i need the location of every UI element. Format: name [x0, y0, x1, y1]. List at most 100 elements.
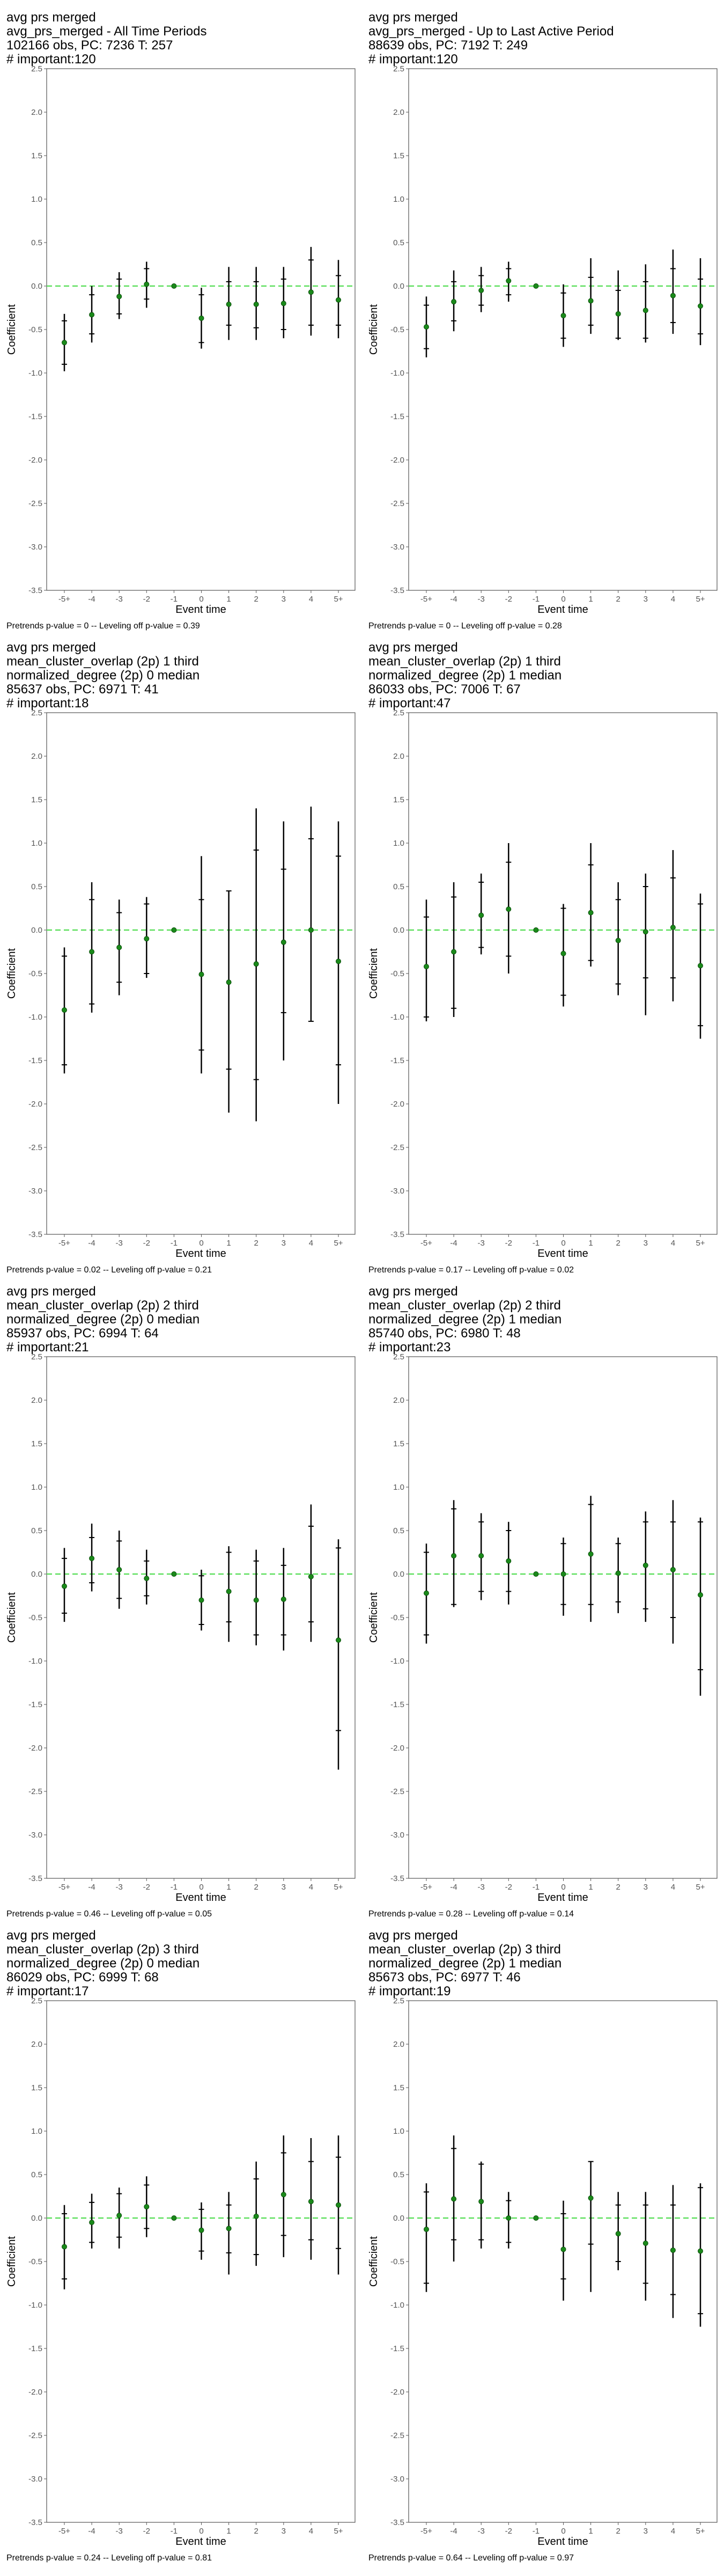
data-point — [144, 1576, 150, 1582]
x-tick-label: -5+ — [420, 595, 432, 604]
data-point — [588, 2195, 594, 2201]
x-tick-label: 4 — [671, 2527, 675, 2536]
chart-title-line: avg prs merged — [368, 1928, 458, 1943]
data-point — [642, 1562, 648, 1568]
data-point — [171, 1571, 177, 1577]
chart-panel: avg prs merged avg_prs_merged - All Time … — [0, 0, 362, 644]
data-point — [336, 1637, 341, 1643]
x-tick-label: 4 — [671, 595, 675, 604]
x-tick-label: 0 — [199, 595, 203, 604]
p-value-note: Pretrends p-value = 0.17 -- Leveling off… — [368, 1265, 574, 1275]
data-point — [171, 2215, 177, 2221]
x-axis-label: Event time — [175, 2536, 226, 2548]
y-tick-label: 0.5 — [31, 1526, 42, 1535]
x-tick-label: -3 — [116, 1883, 123, 1892]
chart-title-line: normalized_degree (2p) 0 median — [6, 668, 200, 683]
x-tick-label: 0 — [561, 595, 565, 604]
data-point — [506, 1558, 512, 1564]
data-point — [615, 2231, 621, 2237]
y-axis-label: Coefficient — [6, 1592, 18, 1643]
y-tick-label: -1.0 — [28, 2301, 42, 2310]
chart-plot: 2.5 2.0 1.5 1.0 0.5 0.0 -0.5 -1.0 -1.5 -2.0 -2.5 -3… — [368, 64, 718, 616]
y-tick-label: -2.0 — [390, 1744, 404, 1753]
data-point — [670, 925, 676, 931]
x-tick-label: 3 — [282, 595, 286, 604]
x-tick-label: -3 — [116, 595, 123, 604]
y-tick-label: 2.0 — [31, 752, 42, 761]
y-tick-label: 0.0 — [393, 282, 404, 291]
y-tick-label: 0.5 — [31, 882, 42, 891]
data-point — [615, 1570, 621, 1576]
y-tick-label: -3.5 — [28, 1874, 42, 1883]
y-tick-label: 0.5 — [31, 238, 42, 247]
chart-title-line: mean_cluster_overlap (2p) 3 third — [6, 1942, 199, 1957]
y-tick-label: -2.5 — [390, 499, 404, 508]
y-tick-label: 2.5 — [31, 1352, 42, 1362]
x-tick-label: -2 — [143, 2527, 150, 2536]
y-tick-label: 2.5 — [393, 1352, 404, 1362]
chart-title-line: mean_cluster_overlap (2p) 1 third — [368, 654, 561, 669]
data-point — [478, 288, 484, 294]
x-tick-label: -1 — [533, 1883, 540, 1892]
y-tick-label: -1.0 — [28, 1013, 42, 1022]
x-tick-label: 5+ — [334, 1239, 343, 1248]
x-tick-label: -4 — [88, 1239, 95, 1248]
data-point — [144, 2204, 150, 2209]
data-point — [336, 2202, 341, 2208]
y-tick-label: -3.5 — [28, 586, 42, 595]
y-tick-label: -3.5 — [28, 1230, 42, 1239]
data-point — [588, 1551, 594, 1557]
x-tick-label: -4 — [88, 2527, 95, 2536]
p-value-note: Pretrends p-value = 0.24 -- Leveling off… — [6, 2553, 212, 2563]
chart-title-line: # important:47 — [368, 696, 451, 711]
y-tick-label: -2.0 — [390, 456, 404, 465]
x-tick-label: 5+ — [696, 595, 705, 604]
y-tick-label: -3.0 — [28, 543, 42, 552]
y-tick-label: 1.0 — [393, 195, 404, 204]
data-point — [226, 979, 232, 985]
x-tick-label: -5+ — [58, 2527, 70, 2536]
data-point — [116, 294, 122, 299]
p-value-note: Pretrends p-value = 0.64 -- Leveling off… — [368, 2553, 574, 2563]
data-point — [506, 278, 512, 284]
x-tick-label: -3 — [478, 595, 485, 604]
x-tick-label: 3 — [644, 1239, 648, 1248]
y-tick-label: -0.5 — [390, 325, 404, 334]
x-tick-label: -3 — [478, 1239, 485, 1248]
data-point — [198, 971, 204, 977]
y-tick-label: 1.0 — [31, 839, 42, 848]
x-tick-label: 5+ — [334, 2527, 343, 2536]
y-tick-label: -2.0 — [28, 456, 42, 465]
x-tick-label: -4 — [450, 2527, 457, 2536]
y-axis-label: Coefficient — [368, 2236, 380, 2287]
y-tick-label: 2.5 — [31, 64, 42, 74]
y-tick-label: -2.5 — [28, 1787, 42, 1796]
x-tick-label: 1 — [588, 1239, 593, 1248]
chart-panel: avg prs merged mean_cluster_overlap (2p) … — [0, 641, 362, 1288]
y-tick-label: -1.5 — [390, 1700, 404, 1709]
chart-title-line: 85740 obs, PC: 6980 T: 48 — [368, 1326, 521, 1341]
data-point — [560, 2246, 566, 2252]
x-tick-label: -1 — [533, 595, 540, 604]
x-tick-label: 4 — [309, 595, 313, 604]
x-axis-label: Event time — [537, 1892, 588, 1904]
y-tick-label: 0.0 — [31, 2214, 42, 2223]
y-tick-label: 1.5 — [31, 1439, 42, 1448]
y-tick-label: -3.0 — [28, 1187, 42, 1196]
chart-panel: avg prs merged avg_prs_merged - Up to Las… — [362, 0, 724, 644]
y-tick-label: -1.5 — [390, 2344, 404, 2353]
y-tick-label: 1.0 — [31, 195, 42, 204]
data-point — [89, 2220, 95, 2226]
data-point — [533, 2215, 539, 2221]
y-tick-label: -2.5 — [390, 2431, 404, 2440]
x-tick-label: 4 — [671, 1883, 675, 1892]
x-axis-label: Event time — [537, 2536, 588, 2548]
y-tick-label: -0.5 — [28, 2257, 42, 2266]
x-tick-label: 5+ — [696, 1239, 705, 1248]
p-value-note: Pretrends p-value = 0.28 -- Leveling off… — [368, 1909, 574, 1919]
x-tick-label: 5+ — [334, 1883, 343, 1892]
x-tick-label: 4 — [671, 1239, 675, 1248]
data-point — [198, 1597, 204, 1603]
data-point — [642, 929, 648, 935]
y-tick-label: -1.0 — [390, 1657, 404, 1666]
